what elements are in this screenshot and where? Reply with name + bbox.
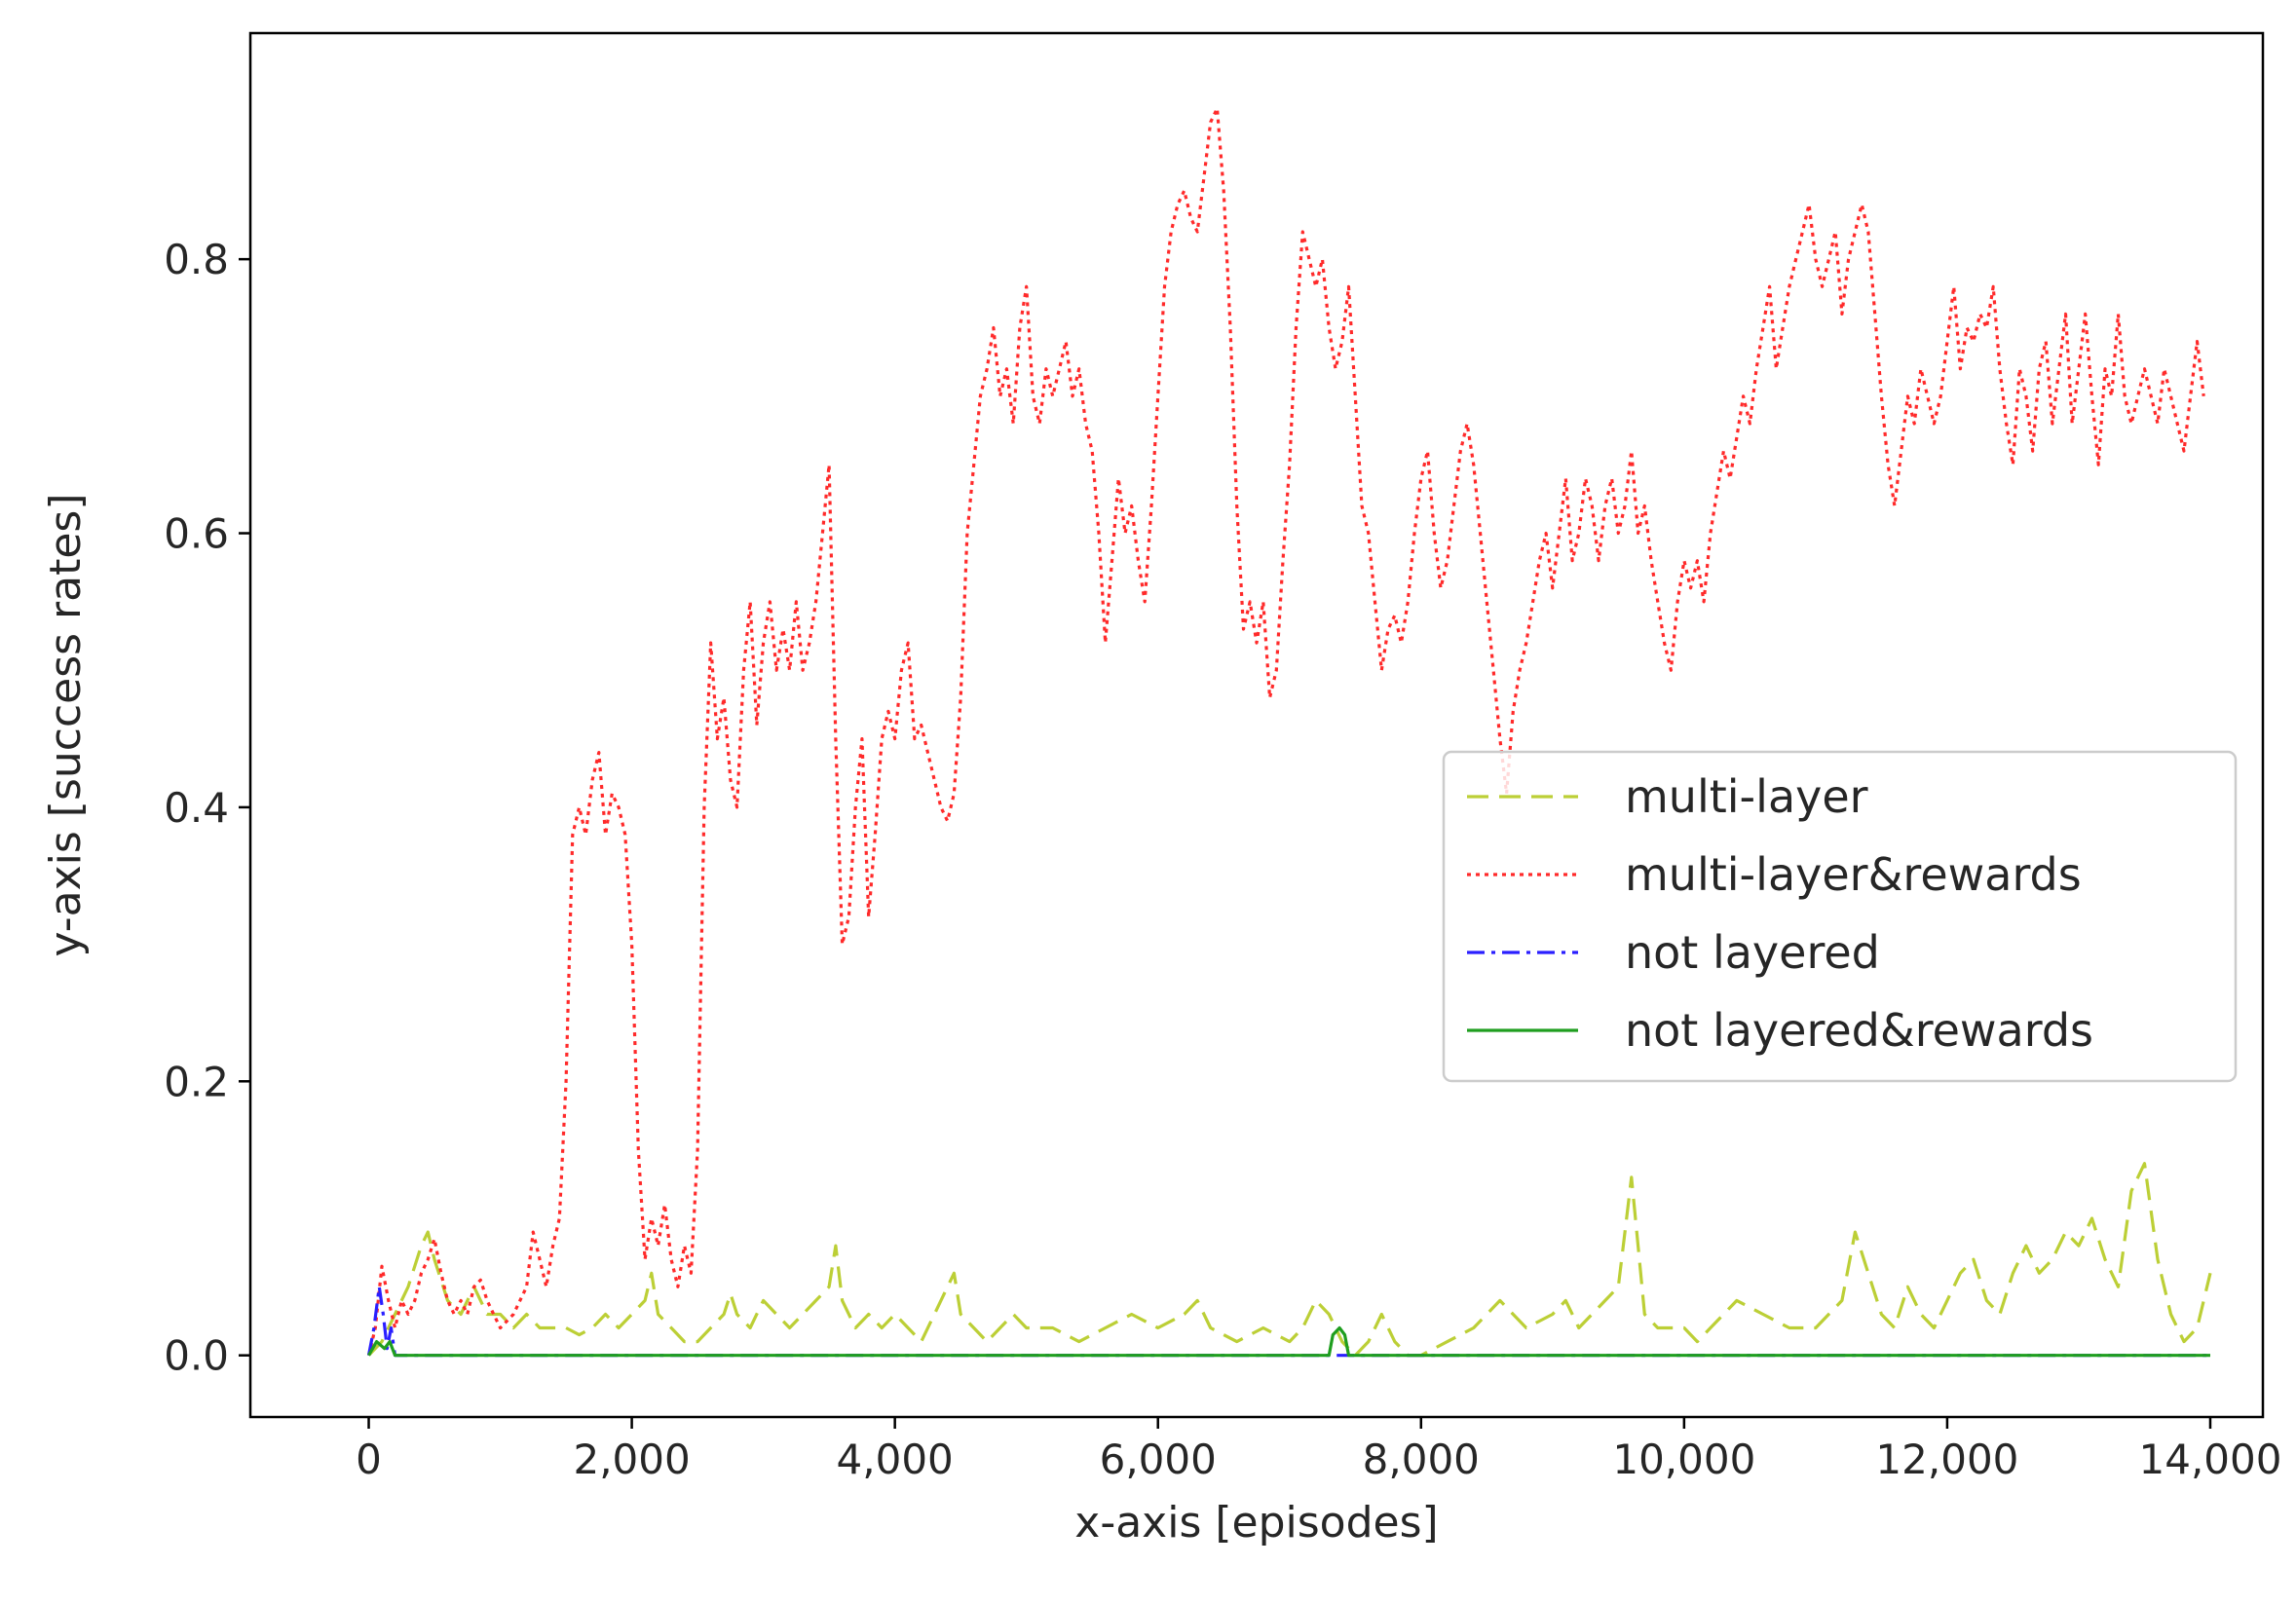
- y-tick-label: 0.0: [164, 1332, 229, 1380]
- legend-label: multi-layer: [1625, 770, 1868, 823]
- x-tick-label: 8,000: [1363, 1436, 1480, 1483]
- y-tick-label: 0.2: [164, 1058, 229, 1105]
- plot-area-frame: [248, 31, 2265, 1419]
- x-tick-label: 2,000: [573, 1436, 690, 1483]
- y-tick-label: 0.6: [164, 510, 229, 558]
- series-line-1: [366, 106, 2205, 1357]
- y-tick-label: 0.8: [164, 236, 229, 283]
- legend-label: not layered&rewards: [1625, 1004, 2093, 1057]
- x-tick-label: 14,000: [2139, 1436, 2282, 1483]
- x-tick-label: 12,000: [1875, 1436, 2018, 1483]
- y-tick-label: 0.4: [164, 784, 229, 832]
- y-axis-label: y-axis [success rates]: [41, 493, 91, 956]
- x-tick-label: 4,000: [837, 1436, 954, 1483]
- y-axis-ticks: 0.0 0.2 0.4 0.6 0.8: [164, 236, 250, 1380]
- x-tick-label: 6,000: [1100, 1436, 1217, 1483]
- x-tick-label: 0: [356, 1436, 382, 1483]
- series-line-3: [367, 1325, 2210, 1358]
- x-tick-label: 10,000: [1612, 1436, 1755, 1483]
- legend-label: not layered: [1625, 926, 1880, 979]
- legend-box: [1442, 750, 2238, 1083]
- x-axis-ticks: 0 2,000 4,000 6,000 8,000 10,000 12,000 14,000: [356, 1417, 2281, 1483]
- x-axis-label: x-axis [episodes]: [1074, 1498, 1438, 1548]
- series-line-0: [367, 1162, 2212, 1358]
- legend: multi-layer multi-layer&rewards not layere…: [1442, 750, 2238, 1083]
- legend-label: multi-layer&rewards: [1625, 848, 2082, 901]
- plot-series-group: [366, 106, 2212, 1358]
